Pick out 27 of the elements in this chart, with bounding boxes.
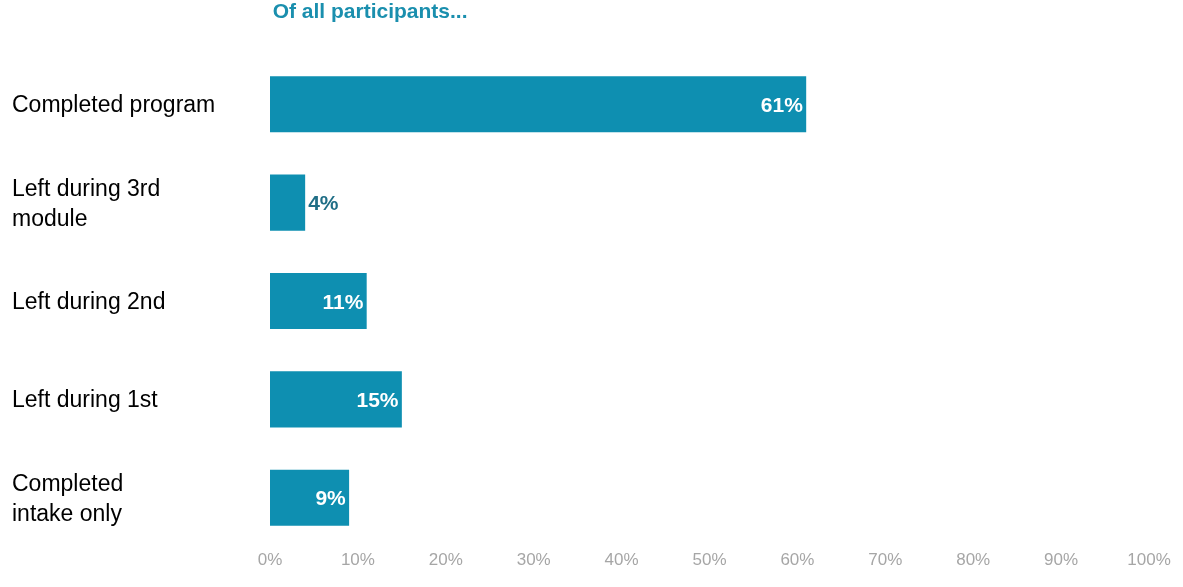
- data-label: 4%: [308, 191, 339, 215]
- x-tick-label: 50%: [692, 550, 727, 569]
- y-tick-label: Left during 1st: [12, 386, 159, 412]
- y-tick-label: Completed program: [12, 91, 216, 117]
- x-tick-label: 70%: [868, 550, 903, 569]
- y-tick-label: Completed intake only: [12, 470, 124, 526]
- bar: [270, 174, 306, 231]
- x-tick-label: 0%: [257, 550, 283, 569]
- x-tick-label: 30%: [516, 550, 551, 569]
- data-label: 11%: [322, 289, 364, 313]
- y-tick-label: Left during 2nd: [12, 288, 166, 314]
- y-tick-label: Left during 3rd module: [12, 175, 161, 231]
- x-tick-label: 60%: [780, 550, 815, 569]
- bar: [270, 76, 807, 133]
- data-label: 15%: [356, 387, 399, 411]
- x-tick-label: 20%: [428, 550, 463, 569]
- x-tick-label: 100%: [1127, 550, 1171, 569]
- data-label: 61%: [760, 92, 804, 116]
- chart-title: Of all participants...: [272, 0, 468, 22]
- x-tick-label: 90%: [1044, 550, 1079, 569]
- bar: [270, 272, 367, 330]
- x-tick-label: 40%: [604, 550, 639, 569]
- x-tick-label: 80%: [956, 550, 991, 569]
- bar: [270, 469, 350, 526]
- x-tick-label: 10%: [340, 550, 375, 569]
- data-label: 9%: [315, 486, 347, 510]
- bar: [270, 371, 402, 428]
